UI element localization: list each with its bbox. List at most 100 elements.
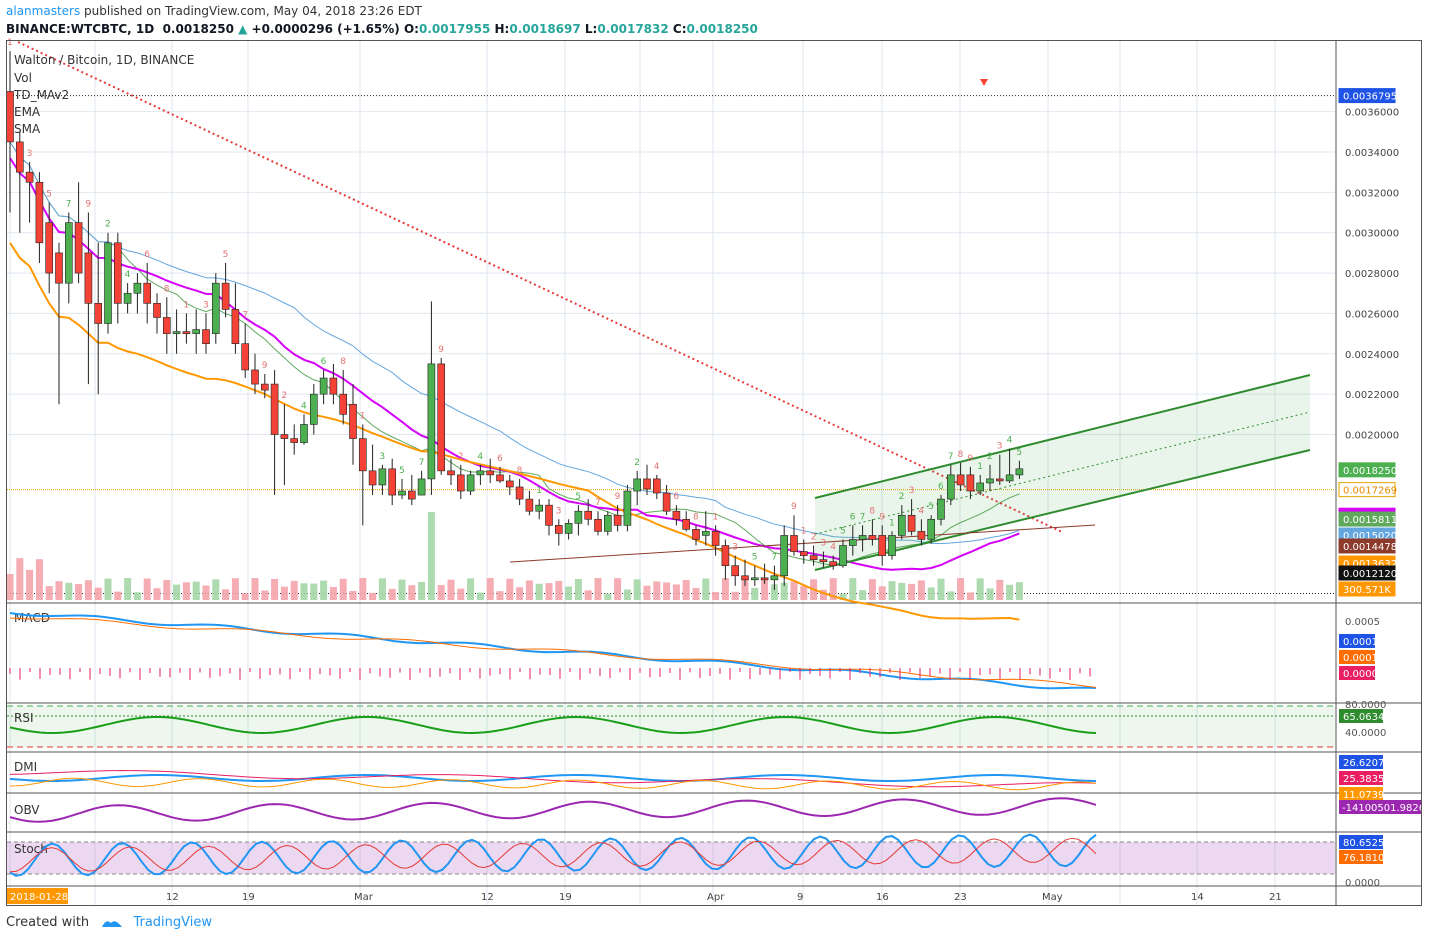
date-tag-label: 2018-01-28 — [10, 892, 68, 903]
volume-bar — [643, 585, 651, 600]
candle-up — [65, 222, 73, 284]
volume-bar — [623, 589, 631, 600]
volume-bar — [594, 578, 602, 600]
volume-bar — [369, 592, 377, 600]
dmi-value-label: 25.3835 — [1343, 774, 1384, 785]
candle-down — [25, 171, 34, 183]
volume-bar — [467, 578, 475, 600]
tradingview-link[interactable]: TradingView — [133, 915, 212, 930]
price-tag-label: 0.0015811 — [1343, 515, 1397, 526]
td-count-label: 1 — [713, 512, 719, 522]
username-link[interactable]: alanmasters — [6, 4, 81, 18]
candle-up — [770, 575, 779, 581]
volume-bar — [927, 587, 935, 600]
high-value: 0.0018697 — [509, 22, 581, 36]
candle-up — [398, 490, 406, 496]
candle-up — [427, 363, 436, 480]
candle-down — [819, 559, 828, 562]
candle-down — [202, 329, 210, 345]
volume-bar — [329, 587, 337, 600]
volume-bar — [192, 581, 200, 600]
volume-bar — [878, 586, 886, 600]
candle-down — [270, 383, 279, 435]
candle-down — [290, 438, 299, 443]
volume-bar — [65, 582, 73, 600]
td-count-label: 2 — [987, 452, 993, 462]
td-count-label: 7 — [66, 200, 72, 210]
candle-up — [300, 424, 308, 443]
ohlc-bar: BINANCE:WTCBTC, 1D 0.0018250 ▲ +0.000029… — [6, 22, 758, 36]
price-tag-label: 0.0036795 — [1343, 92, 1397, 103]
candle-down — [358, 438, 367, 472]
volume-bar — [457, 588, 465, 600]
volume-bar — [222, 589, 230, 600]
time-tick-label: 16 — [876, 892, 889, 903]
candle-down — [721, 545, 730, 566]
sma-blue-line — [9, 141, 1020, 545]
open-label: O: — [403, 22, 419, 36]
macd-value-label: 0.0000 — [1343, 669, 1378, 680]
candle-down — [711, 531, 720, 546]
volume-bar — [1015, 582, 1023, 600]
candle-down — [55, 252, 63, 284]
high-label: H: — [494, 22, 510, 36]
volume-bar — [437, 584, 445, 600]
volume-bar — [966, 592, 974, 600]
rsi-value-label: 65.0634 — [1343, 712, 1384, 723]
stoch-value-tag — [1339, 850, 1383, 864]
td-count-label: 2 — [458, 452, 464, 462]
legend-item: SMA — [14, 122, 41, 136]
td-count-label: 5 — [840, 526, 846, 536]
volume-bar — [957, 578, 965, 600]
candle-down — [682, 518, 691, 530]
volume-bar — [447, 579, 455, 600]
price-tag-label: 300.571K — [1343, 585, 1391, 596]
volume-bar — [751, 587, 759, 600]
td-count-label: 8 — [517, 466, 523, 476]
close-label: C: — [672, 22, 687, 36]
candle-up — [104, 242, 112, 324]
candle-down — [878, 535, 887, 556]
candle-up — [417, 478, 426, 496]
volume-bar — [408, 585, 416, 600]
volume-bar — [35, 559, 43, 600]
candle-down — [505, 480, 514, 488]
volume-bar — [535, 583, 543, 600]
channel-upper-line — [814, 374, 1311, 499]
td-count-label: 3 — [997, 442, 1003, 452]
adx-line — [9, 777, 1097, 791]
open-value: 0.0017955 — [418, 22, 491, 36]
td-count-label: 8 — [164, 284, 170, 294]
volume-bar — [84, 580, 92, 600]
volume-bar — [800, 585, 808, 600]
candle-up — [888, 535, 896, 556]
dmi-plus-line — [9, 774, 1097, 782]
candle-down — [329, 377, 338, 395]
candle-up — [603, 514, 612, 532]
price-tick-label: 0.0032000 — [1345, 188, 1399, 199]
td-count-label: 4 — [830, 543, 836, 553]
publish-line: alanmasters published on TradingView.com… — [6, 4, 422, 18]
td-count-label: 7 — [419, 458, 425, 468]
volume-bar — [212, 579, 220, 600]
legend-item: EMA — [14, 105, 41, 119]
candle-up — [564, 523, 573, 534]
volume-bar — [339, 578, 347, 600]
legend-item: Vol — [14, 71, 32, 85]
volume-bar — [486, 578, 494, 600]
volume-bar — [1006, 584, 1014, 600]
candle-down — [515, 486, 524, 500]
candle-down — [662, 492, 671, 512]
td-count-label: 2 — [899, 492, 905, 502]
candle-up — [633, 478, 642, 492]
volume-bar — [672, 584, 680, 600]
candle-down — [45, 222, 54, 274]
stoch-d-line — [9, 837, 1097, 873]
candle-down — [241, 343, 249, 371]
volume-bar — [908, 583, 916, 600]
price-tick-label: 0.0034000 — [1345, 148, 1399, 159]
candle-down — [809, 555, 818, 560]
candle-down — [496, 474, 504, 482]
legend-item: TD_MAv2 — [13, 88, 69, 102]
